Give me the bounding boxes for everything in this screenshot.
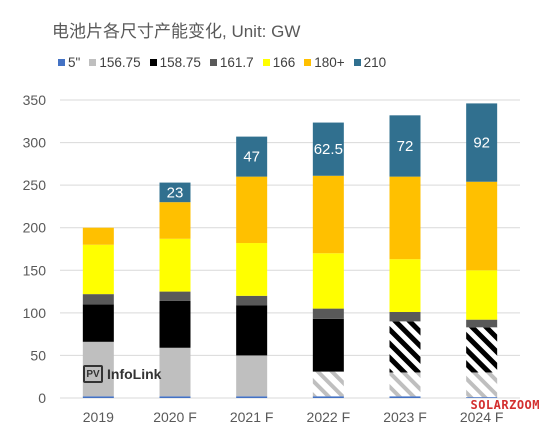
bar-segment: [236, 243, 268, 296]
legend-label: 158.75: [159, 55, 201, 70]
infolink-logo: PV InfoLink: [83, 365, 161, 383]
legend-item: 180+: [304, 55, 345, 70]
bar-segment: [312, 122, 344, 176]
solarzoom-watermark: SOLARZOOM: [470, 398, 540, 412]
bar-segment: [236, 305, 268, 356]
x-tick-label: 2019: [83, 409, 114, 425]
data-label: 47: [243, 149, 260, 166]
legend-swatch: [149, 59, 157, 66]
legend-swatch: [209, 59, 217, 66]
bar-segment: [389, 312, 421, 322]
legend-item: 210: [353, 55, 387, 70]
legend: 5" 156.75 158.75 161.7 166 180+ 210: [58, 55, 386, 70]
bar-segment: [312, 318, 344, 372]
bar-segment: [236, 136, 268, 177]
data-label: 23: [167, 184, 184, 201]
bar-segment: [82, 304, 114, 342]
bar-segment: [82, 227, 114, 245]
legend-swatch: [353, 59, 361, 66]
bar-segment: [389, 115, 421, 177]
bar-segment: [466, 327, 498, 373]
x-tick-label: 2024 F: [460, 409, 504, 425]
bar-segment: [159, 202, 191, 239]
bar-segment: [389, 396, 421, 398]
bar-segment: [82, 294, 114, 305]
legend-item: 166: [262, 55, 296, 70]
bar-segment: [312, 396, 344, 398]
bar-segment: [466, 319, 498, 328]
legend-swatch: [58, 59, 65, 66]
data-label: 72: [397, 138, 414, 155]
legend-label: 180+: [314, 55, 345, 70]
bar-segment: [312, 253, 344, 309]
bar-segment: [389, 372, 421, 397]
bar-segment: [159, 182, 191, 203]
legend-label: 210: [363, 55, 387, 70]
legend-label: 166: [272, 55, 296, 70]
legend-label: 156.75: [99, 55, 141, 70]
y-tick-label: 300: [23, 135, 47, 151]
y-tick-label: 150: [23, 262, 47, 278]
y-tick-label: 0: [38, 390, 46, 406]
bar-segment: [312, 371, 344, 397]
legend-item: 5": [58, 55, 80, 70]
y-tick-label: 100: [23, 305, 47, 321]
bar-segment: [82, 341, 114, 397]
bar-segment: [466, 270, 498, 320]
x-tick-label: 2023 F: [383, 409, 427, 425]
y-tick-label: 350: [23, 92, 47, 108]
legend-swatch: [89, 59, 97, 66]
y-tick-label: 200: [23, 220, 47, 236]
legend-swatch: [262, 59, 270, 66]
legend-label: 161.7: [219, 55, 254, 70]
bar-segment: [389, 176, 421, 260]
legend-swatch: [304, 59, 312, 66]
bar-segment: [159, 238, 191, 292]
bar-segment: [312, 175, 344, 254]
bar-segment: [159, 291, 191, 301]
bar-segment: [389, 259, 421, 313]
y-axis-ticks: 0 50 100 150 200 250 300 350: [23, 92, 47, 406]
x-tick-label: 2021 F: [230, 409, 274, 425]
y-tick-label: 250: [23, 177, 47, 193]
bar-segment: [236, 355, 268, 397]
bar-segment: [236, 176, 268, 244]
x-tick-label: 2020 F: [153, 409, 197, 425]
bar-segment: [159, 300, 191, 348]
bar-segment: [82, 244, 114, 295]
chart-title: 电池片各尺寸产能变化, Unit: GW: [52, 22, 301, 41]
bar-segment: [159, 347, 191, 397]
legend-item: 156.75: [89, 55, 141, 70]
legend-item: 161.7: [209, 55, 254, 70]
legend-label: 5": [68, 55, 81, 70]
bar-segment: [466, 397, 498, 398]
bar-segment: [312, 308, 344, 319]
data-label: 62.5: [314, 141, 343, 158]
pv-logo-icon: PV: [83, 365, 103, 383]
data-label: 92: [473, 135, 490, 152]
logo-text: InfoLink: [107, 366, 162, 382]
bar-segment: [159, 396, 191, 398]
bar-segment: [466, 103, 498, 182]
bar-segment: [236, 396, 268, 398]
gridlines: [60, 99, 520, 399]
y-tick-label: 50: [30, 347, 46, 363]
x-axis-ticks: 2019 2020 F 2021 F 2022 F 2023 F 2024 F: [83, 409, 504, 425]
bar-segment: [466, 181, 498, 271]
bar-segment: [236, 295, 268, 306]
bars: 23 47 62.5 72 92: [82, 103, 498, 398]
bar-segment: [82, 396, 114, 398]
bar-segment: [466, 372, 498, 398]
legend-item: 158.75: [149, 55, 201, 70]
bar-segment: [389, 321, 421, 373]
x-tick-label: 2022 F: [307, 409, 351, 425]
